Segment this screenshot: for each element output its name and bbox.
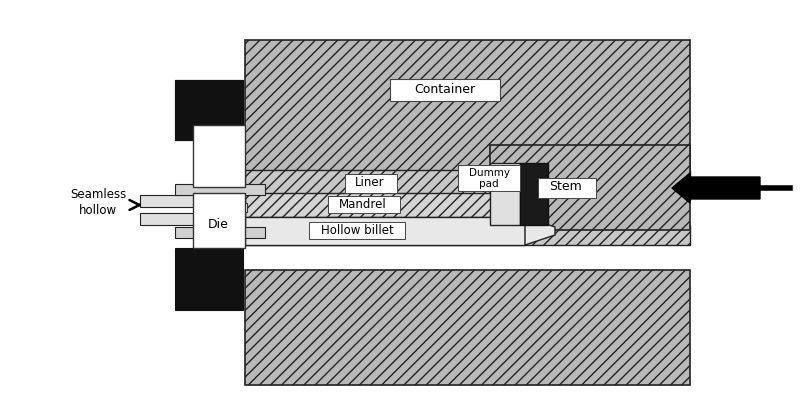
Bar [175,227,265,238]
Text: Mandrel: Mandrel [338,198,386,210]
Bar [345,174,397,192]
Bar [328,196,400,213]
Text: Hollow billet: Hollow billet [321,224,394,236]
Bar [245,40,690,185]
Text: Seamless
hollow: Seamless hollow [70,188,126,218]
Bar [140,195,245,207]
Bar [390,79,500,101]
Polygon shape [525,217,555,245]
Bar [245,217,525,245]
Bar [245,270,690,385]
Bar [245,193,525,217]
Bar [309,222,405,239]
Bar [538,178,596,198]
Bar [490,163,520,225]
Bar [175,80,243,140]
Bar [175,248,243,310]
Bar [520,163,548,225]
Bar [458,164,520,190]
Bar [245,225,690,245]
Text: Dummy
pad: Dummy pad [469,168,510,189]
Bar [193,125,245,187]
Text: Stem: Stem [550,180,582,193]
Bar [193,193,245,248]
Text: Container: Container [414,83,476,96]
Bar [245,170,690,200]
Bar [140,213,245,225]
FancyArrow shape [672,173,760,203]
Bar [490,145,690,230]
Bar [175,80,243,140]
Bar [175,184,265,195]
Text: Die: Die [207,218,229,232]
Text: Liner: Liner [354,176,385,189]
Bar [238,203,247,212]
